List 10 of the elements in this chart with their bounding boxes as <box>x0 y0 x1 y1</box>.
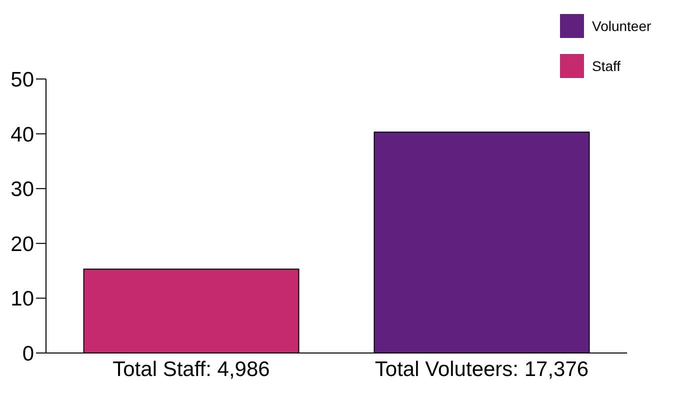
legend-label: Staff <box>592 58 621 74</box>
y-tick-label: 10 <box>10 288 34 311</box>
x-tick-label: Total Voluteers: 17,376 <box>374 358 589 381</box>
y-tick-label: 40 <box>10 123 34 146</box>
x-tick-label: Total Staff: 4,986 <box>112 358 270 381</box>
y-tick-label: 0 <box>22 342 34 366</box>
legend-label: Volunteer <box>592 18 652 34</box>
y-tick-label: 20 <box>10 232 34 256</box>
y-tick-label: 50 <box>10 68 34 92</box>
y-tick-label: 30 <box>10 178 34 202</box>
